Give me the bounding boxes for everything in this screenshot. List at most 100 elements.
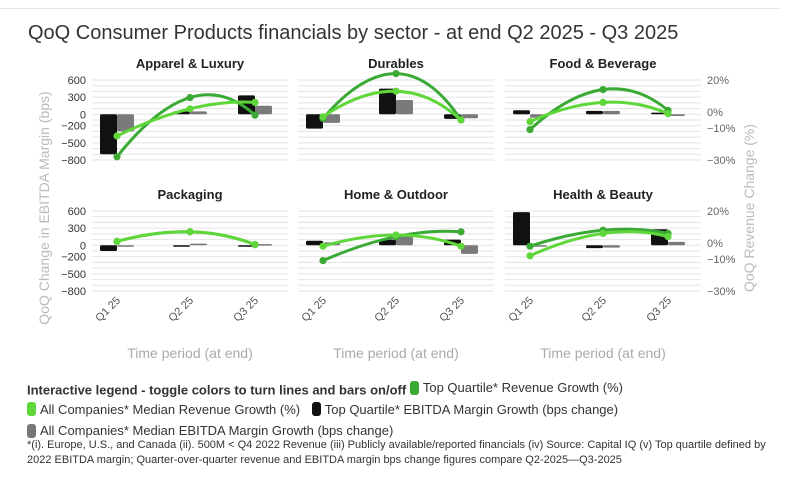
ebitda-bar <box>117 114 134 132</box>
y-tick-label-right: −10% <box>707 123 736 135</box>
ebitda-bar <box>306 240 323 246</box>
ebitda-bar <box>396 100 413 115</box>
ebitda-bar <box>461 114 478 119</box>
revenue-point <box>599 229 607 237</box>
ebitda-bar <box>323 114 340 123</box>
legend-swatch <box>27 423 36 438</box>
ebitda-bar <box>513 212 530 246</box>
legend-label: Top Quartile* Revenue Growth (%) <box>422 380 623 395</box>
revenue-point <box>664 110 672 118</box>
revenue-point <box>526 252 534 260</box>
revenue-point <box>319 257 327 265</box>
y-tick-label-right: −10% <box>707 254 736 266</box>
y-axis-title-right: QoQ Revenue Change (%) <box>741 124 757 292</box>
revenue-point <box>113 153 121 161</box>
x-tick-label: Q2 25 <box>166 295 196 325</box>
x-tick-label: Q3 25 <box>231 295 261 325</box>
revenue-point <box>457 116 465 124</box>
y-tick-label-left: 300 <box>68 92 86 104</box>
ebitda-bar <box>513 110 530 115</box>
revenue-point <box>186 105 194 113</box>
y-tick-label-left: 0 <box>80 240 86 252</box>
ebitda-bar <box>100 245 117 251</box>
y-tick-label-right: 0% <box>707 107 723 119</box>
panel-title: Health & Beauty <box>553 187 653 202</box>
ebitda-bar <box>586 245 603 249</box>
revenue-point <box>251 98 259 106</box>
revenue-point <box>113 237 121 245</box>
revenue-point <box>457 228 465 236</box>
legend-swatch <box>311 402 321 416</box>
x-tick-label: Q2 25 <box>372 295 402 325</box>
revenue-point <box>526 126 534 134</box>
legend-item-top-quartile-revenue[interactable]: Top Quartile* Revenue Growth (%) <box>409 378 623 397</box>
revenue-point <box>186 94 194 102</box>
revenue-point <box>251 241 259 249</box>
x-axis-title: Time period (at end) <box>333 345 459 361</box>
revenue-point <box>664 233 672 241</box>
y-tick-label-right: 0% <box>707 238 723 250</box>
legend-item-top-quartile-ebitda[interactable]: Top Quartile* EBITDA Margin Growth (bps … <box>311 400 618 419</box>
panel-title: Food & Beverage <box>550 56 657 71</box>
y-tick-label-left: −200 <box>61 121 86 133</box>
ebitda-bar <box>603 245 620 248</box>
y-tick-label-right: −30% <box>707 286 736 298</box>
revenue-point <box>186 228 194 236</box>
revenue-line <box>529 230 669 258</box>
ebitda-bar <box>461 245 478 254</box>
y-tick-label-right: −30% <box>707 155 736 167</box>
revenue-point <box>319 113 327 121</box>
x-axis-title: Time period (at end) <box>540 345 666 361</box>
ebitda-bar <box>190 111 207 115</box>
revenue-point <box>599 98 607 106</box>
ebitda-bar <box>603 110 620 115</box>
y-tick-label-left: −500 <box>61 138 86 150</box>
revenue-point <box>319 242 327 250</box>
y-tick-label-right: 20% <box>707 206 729 218</box>
legend-label: All Companies* Median EBITDA Margin Grow… <box>40 423 394 438</box>
y-tick-label-left: 600 <box>68 75 86 87</box>
panel-title: Durables <box>368 56 424 71</box>
y-tick-label-right: 20% <box>707 75 729 87</box>
legend-item-median-ebitda[interactable]: All Companies* Median EBITDA Margin Grow… <box>27 421 393 440</box>
x-tick-label: Q3 25 <box>644 295 674 325</box>
ebitda-bar <box>100 114 117 155</box>
y-tick-label-left: −800 <box>61 155 86 167</box>
panel-title: Apparel & Luxury <box>136 56 245 71</box>
revenue-point <box>526 242 534 250</box>
ebitda-bar <box>668 114 685 116</box>
ebitda-bar <box>306 114 323 129</box>
ebitda-bar <box>190 243 207 246</box>
ebitda-bar <box>586 110 603 115</box>
x-tick-label: Q1 25 <box>506 295 536 325</box>
revenue-line <box>116 100 256 138</box>
revenue-point <box>392 231 400 239</box>
y-axis-title-left: QoQ Change in EBITDA Margin (bps) <box>36 91 52 324</box>
x-tick-label: Q3 25 <box>437 295 467 325</box>
ebitda-bar <box>255 105 272 115</box>
x-tick-label: Q1 25 <box>93 295 123 325</box>
y-tick-label-left: −200 <box>61 252 86 264</box>
legend-swatch <box>27 402 36 416</box>
x-axis-title: Time period (at end) <box>127 345 253 361</box>
revenue-point <box>251 111 259 119</box>
y-tick-label-left: 600 <box>68 206 86 218</box>
ebitda-bar <box>117 245 134 247</box>
revenue-line <box>528 87 669 131</box>
legend-label: All Companies* Median Revenue Growth (%) <box>40 401 301 417</box>
panel-title: Home & Outdoor <box>344 187 448 202</box>
revenue-point <box>392 70 400 78</box>
y-tick-label-left: −800 <box>61 286 86 298</box>
legend-item-median-revenue[interactable]: All Companies* Median Revenue Growth (%) <box>27 400 300 419</box>
revenue-point <box>526 118 534 126</box>
revenue-point <box>113 132 121 140</box>
legend-heading: Interactive legend - toggle colors to tu… <box>27 382 407 398</box>
legend: Interactive legend - toggle colors to tu… <box>27 378 767 443</box>
ebitda-bar <box>668 241 685 246</box>
footnote: *(i). Europe, U.S., and Canada (ii). 500… <box>27 439 766 466</box>
small-multiples-chart: Apparel & Luxury6003000−200−500−800Durab… <box>36 56 757 361</box>
chart-title: QoQ Consumer Products financials by sect… <box>28 22 679 44</box>
revenue-point <box>599 86 607 94</box>
y-tick-label-left: −500 <box>61 269 86 281</box>
revenue-point <box>457 242 465 250</box>
